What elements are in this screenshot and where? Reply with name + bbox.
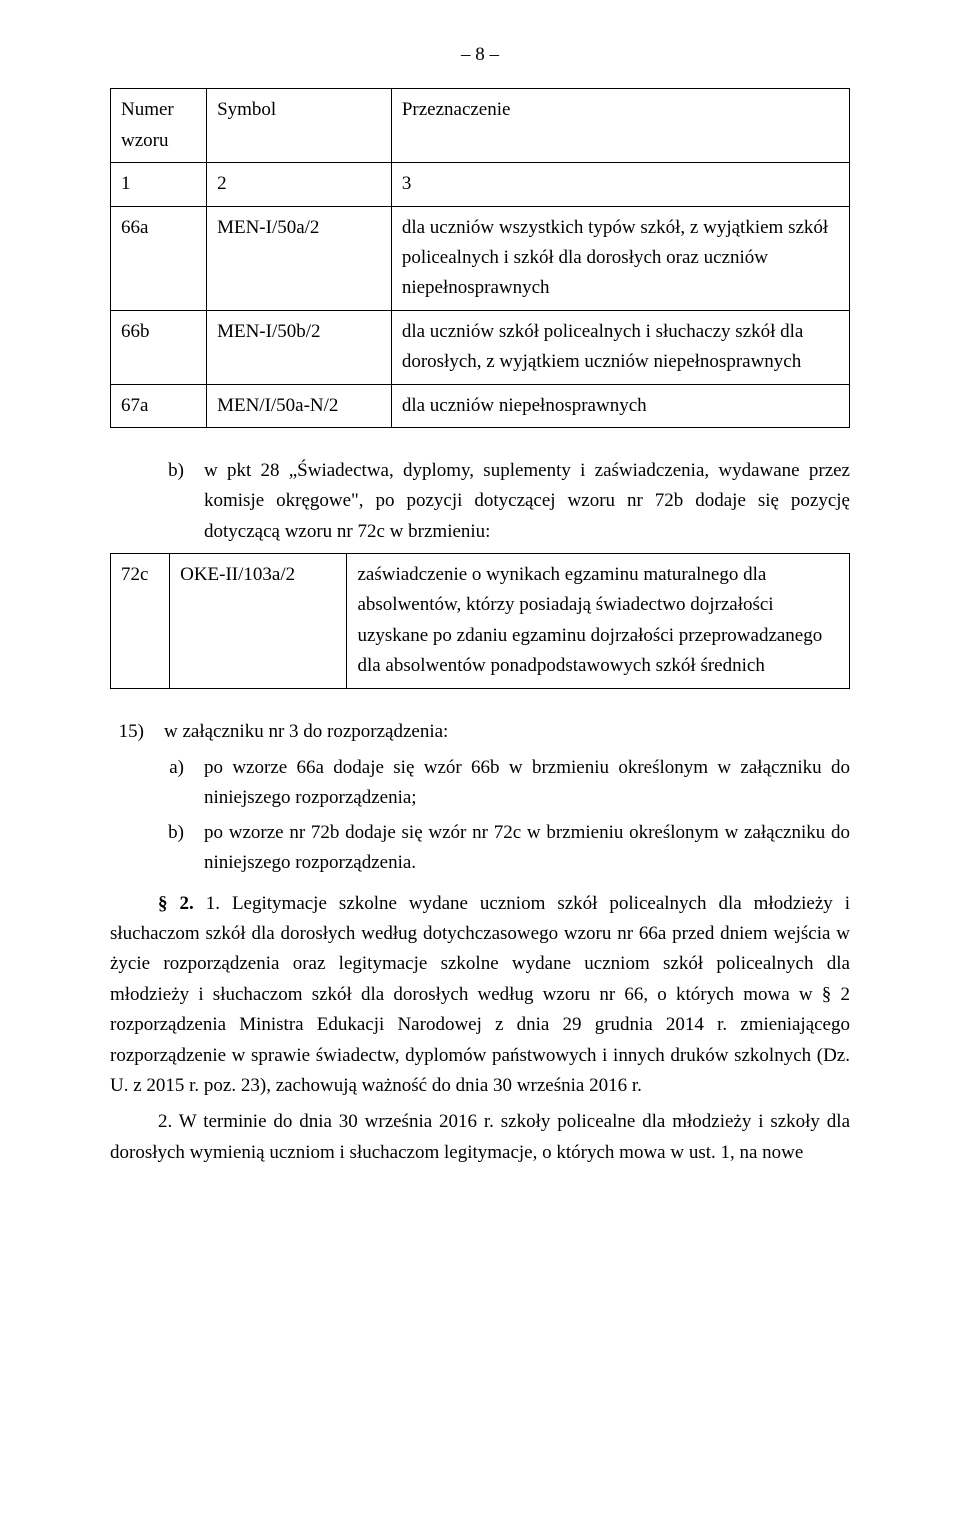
table-header-symbol: Symbol [207, 89, 392, 163]
table-cell: 72c [111, 554, 170, 689]
table-header-numer: Numer wzoru [111, 89, 207, 163]
list-item-15a: a) po wzorze 66a dodaje się wzór 66b w b… [158, 753, 850, 814]
text: 1. Legitymacje szkolne wydane uczniom sz… [110, 893, 850, 1096]
table-row: 66b MEN-I/50b/2 dla uczniów szkół police… [111, 310, 850, 384]
table-cell: OKE-II/103a/2 [170, 554, 347, 689]
page-container: – 8 – Numer wzoru Symbol Przeznaczenie 1… [0, 0, 960, 1538]
text: Numer [121, 99, 174, 120]
table-row: 66a MEN-I/50a/2 dla uczniów wszystkich t… [111, 206, 850, 310]
text: wzoru [121, 130, 168, 151]
list-item-15b: b) po wzorze nr 72b dodaje się wzór nr 7… [158, 818, 850, 879]
list-body: w pkt 28 „Świadectwa, dyplomy, suplement… [204, 456, 850, 547]
paragraph-2: 2. W terminie do dnia 30 września 2016 r… [110, 1107, 850, 1168]
table-cell: dla uczniów szkół policealnych i słuchac… [391, 310, 849, 384]
table-row: Numer wzoru Symbol Przeznaczenie [111, 89, 850, 163]
table-cell: dla uczniów wszystkich typów szkół, z wy… [391, 206, 849, 310]
list-body: po wzorze 66a dodaje się wzór 66b w brzm… [204, 753, 850, 814]
table-cell: 1 [111, 163, 207, 206]
table-cell: 67a [111, 384, 207, 427]
table-header-przeznaczenie: Przeznaczenie [391, 89, 849, 163]
table-cell: MEN-I/50b/2 [207, 310, 392, 384]
table-row: 1 2 3 [111, 163, 850, 206]
table-cell: 2 [207, 163, 392, 206]
table-cell: 3 [391, 163, 849, 206]
list-block: b) w pkt 28 „Świadectwa, dyplomy, suplem… [110, 456, 850, 547]
table-row: 72c OKE-II/103a/2 zaświadczenie o wynika… [111, 554, 850, 689]
list-item-b: b) w pkt 28 „Świadectwa, dyplomy, suplem… [158, 456, 850, 547]
table-cell: zaświadczenie o wynikach egzaminu matura… [347, 554, 850, 689]
table-cell: MEN/I/50a-N/2 [207, 384, 392, 427]
list-block: 15) w załączniku nr 3 do rozporządzenia:… [110, 717, 850, 879]
table-cell: 66b [111, 310, 207, 384]
table-cell: 66a [111, 206, 207, 310]
list-label: b) [158, 818, 184, 879]
section-mark: § 2. [158, 893, 194, 914]
table-72c: 72c OKE-II/103a/2 zaświadczenie o wynika… [110, 553, 850, 689]
list-body: w załączniku nr 3 do rozporządzenia: [164, 717, 850, 747]
list-label: b) [158, 456, 184, 547]
page-number: – 8 – [110, 40, 850, 70]
list-item-15: 15) w załączniku nr 3 do rozporządzenia: [110, 717, 850, 747]
list-body: po wzorze nr 72b dodaje się wzór nr 72c … [204, 818, 850, 879]
paragraph-1: § 2. 1. Legitymacje szkolne wydane uczni… [110, 889, 850, 1102]
table-row: 67a MEN/I/50a-N/2 dla uczniów niepełnosp… [111, 384, 850, 427]
table-cell: dla uczniów niepełnosprawnych [391, 384, 849, 427]
text: § 2. [158, 893, 194, 914]
table-cell: MEN-I/50a/2 [207, 206, 392, 310]
list-label: 15) [110, 717, 144, 747]
list-label: a) [158, 753, 184, 814]
table-wzory: Numer wzoru Symbol Przeznaczenie 1 2 3 6… [110, 88, 850, 428]
